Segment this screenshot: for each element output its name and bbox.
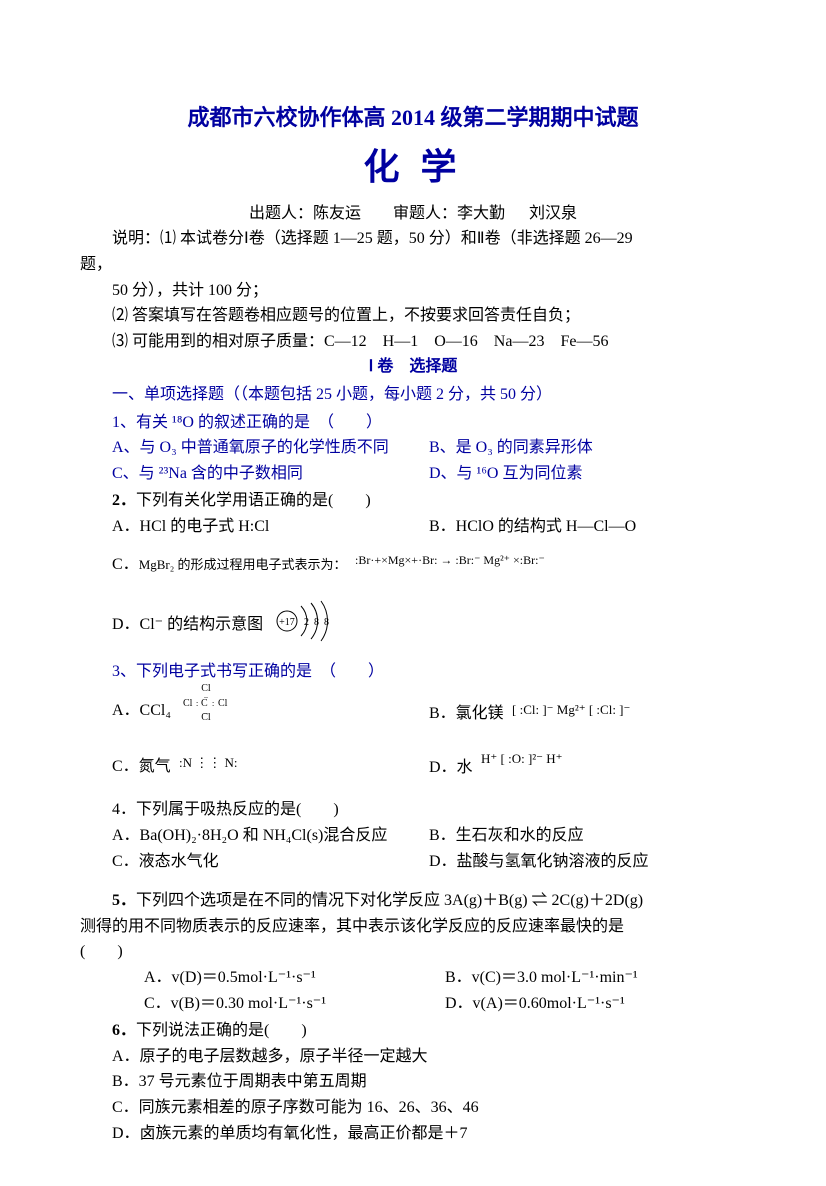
q6-stem: 6．下列说法正确的是( ) bbox=[80, 1018, 746, 1044]
credits-line: 出题人：陈友运 审题人：李大勤 刘汉泉 bbox=[80, 201, 746, 227]
q2-stem: 2．下列有关化学用语正确的是( ) bbox=[80, 488, 746, 514]
q2-opt-c-pre: C． bbox=[112, 555, 139, 572]
part1-head: 一、单项选择题（（本题包括 25 小题，每小题 2 分，共 50 分） bbox=[80, 382, 746, 408]
q1-num: 1、 bbox=[112, 414, 136, 431]
q1-text: 有关 ¹⁸O 的叙述正确的是 （ ） bbox=[136, 414, 382, 431]
svg-text:2: 2 bbox=[304, 617, 309, 628]
reviewer1-name: 李大勤 bbox=[457, 205, 505, 222]
svg-text:[ :Cl: ]⁻ Mg²⁺ [ :Cl: ]⁻: [ :Cl: ]⁻ Mg²⁺ [ :Cl: ]⁻ bbox=[512, 702, 630, 717]
q4-options: A．Ba(OH)₂·8H₂O 和 NH₄Cl(s)混合反应 B．生石灰和水的反应… bbox=[80, 823, 746, 874]
q3-opt-d-label: D．水 bbox=[429, 759, 473, 776]
instruction-2: 50 分），共计 100 分； bbox=[80, 278, 746, 304]
q3-opt-c-label: C．氮气 bbox=[112, 758, 171, 775]
svg-text:Cl: Cl bbox=[218, 698, 228, 709]
q6-opt-c: C．同族元素相差的原子序数可能为 16、26、36、46 bbox=[112, 1095, 746, 1121]
q3-opt-a-formula: Cl Cl C Cl Cl .. : : .. bbox=[178, 682, 240, 731]
instruction-4: ⑶ 可能用到的相对原子质量：C—12 H—1 O—16 Na—23 Fe—56 bbox=[80, 329, 746, 355]
q3-opt-c-formula: :N ⋮⋮ N: bbox=[179, 753, 249, 782]
q2-text: 下列有关化学用语正确的是( ) bbox=[136, 492, 371, 509]
section-head: Ⅰ 卷 选择题 bbox=[80, 354, 746, 380]
q4-text: 下列属于吸热反应的是( ) bbox=[136, 801, 339, 818]
q1-opt-c: C、与 ²³Na 含的中子数相同 bbox=[112, 461, 429, 487]
q4-opt-b: B．生石灰和水的反应 bbox=[429, 823, 746, 849]
svg-text:8: 8 bbox=[324, 617, 329, 628]
q1-opt-b: B、是 O₃ 的同素异形体 bbox=[429, 435, 746, 461]
instruction-3: ⑵ 答案填写在答题卷相应题号的位置上，不按要求回答责任自负； bbox=[80, 303, 746, 329]
q6-opt-d: D．卤族元素的单质均有氧化性，最高正价都是＋7 bbox=[112, 1121, 746, 1147]
author-name: 陈友运 bbox=[313, 205, 361, 222]
q5-opt-b: B．v(C)＝3.0 mol·L⁻¹·min⁻¹ bbox=[445, 965, 746, 991]
q6-num: 6． bbox=[112, 1022, 136, 1039]
q5-stem-line3: ( ) bbox=[80, 939, 746, 965]
q5-text1: 下列四个选项是在不同的情况下对化学反应 3A(g)＋B(g) ⇌ 2C(g)＋2… bbox=[136, 892, 643, 909]
atom-structure-icon: +17 2 8 8 bbox=[271, 600, 341, 642]
instruction-1: 说明：⑴ 本试卷分Ⅰ卷（选择题 1—25 题，50 分）和Ⅱ卷（非选择题 26—… bbox=[80, 226, 746, 252]
mgcl2-icon: [ :Cl: ]⁻ Mg²⁺ [ :Cl: ]⁻ bbox=[512, 698, 682, 722]
q3-options-1: A．CCl₄ Cl Cl C Cl Cl .. : : .. B．氯化镁 bbox=[80, 698, 746, 731]
q4-opt-d: D．盐酸与氢氧化钠溶液的反应 bbox=[429, 849, 746, 875]
svg-text:H⁺ [ :O: ]²⁻ H⁺: H⁺ [ :O: ]²⁻ H⁺ bbox=[481, 751, 563, 766]
q1-stem: 1、有关 ¹⁸O 的叙述正确的是 （ ） bbox=[80, 410, 746, 436]
q2-opt-d: D．Cl⁻ 的结构示意图 +17 2 8 8 bbox=[80, 600, 746, 651]
q6-opt-b: B．37 号元素位于周期表中第五周期 bbox=[112, 1069, 746, 1095]
h2o-icon: H⁺ [ :O: ]²⁻ H⁺ bbox=[481, 747, 611, 769]
q2-opt-c-formula: :Br·+×Mg×+·Br: → :Br:⁻ Mg²⁺ ×:Br:⁻ bbox=[355, 548, 615, 583]
q2-opt-b: B．HClO 的结构式 H—Cl—O bbox=[429, 514, 746, 540]
q5-opt-a: A．v(D)＝0.5mol·L⁻¹·s⁻¹ bbox=[144, 965, 445, 991]
svg-text:Cl: Cl bbox=[183, 698, 193, 709]
q2-opt-d-text: D．Cl⁻ 的结构示意图 bbox=[112, 616, 263, 633]
q5-stem-line2: 测得的用不同物质表示的反应速率，其中表示该化学反应的反应速率最快的是 bbox=[80, 914, 746, 940]
svg-text::Br·+×Mg×+·Br: → :Br:⁻ Mg²⁺ ×:: :Br·+×Mg×+·Br: → :Br:⁻ Mg²⁺ ×:Br:⁻ bbox=[355, 553, 545, 567]
q5-opt-c: C．v(B)＝0.30 mol·L⁻¹·s⁻¹ bbox=[144, 991, 445, 1017]
q4-opt-a: A．Ba(OH)₂·8H₂O 和 NH₄Cl(s)混合反应 bbox=[112, 823, 429, 849]
q1-opt-a: A、与 O₃ 中普通氧原子的化学性质不同 bbox=[112, 435, 429, 461]
q1-opt-d: D、与 ¹⁶O 互为同位素 bbox=[429, 461, 746, 487]
q2-num: 2． bbox=[112, 492, 136, 509]
q3-opt-b: B．氯化镁 [ :Cl: ]⁻ Mg²⁺ [ :Cl: ]⁻ bbox=[429, 698, 746, 731]
q3-opt-c: C．氮气 :N ⋮⋮ N: bbox=[112, 753, 429, 784]
q3-opt-b-label: B．氯化镁 bbox=[429, 705, 504, 722]
instruction-1b: 题， bbox=[80, 252, 746, 278]
q3-stem: 3、下列电子式书写正确的是 （ ） bbox=[80, 659, 746, 685]
q5-options: A．v(D)＝0.5mol·L⁻¹·s⁻¹ B．v(C)＝3.0 mol·L⁻¹… bbox=[80, 965, 746, 1016]
q4-opt-c: C．液态水气化 bbox=[112, 849, 429, 875]
q2-opt-c-text: MgBr₂ 的形成过程用电子式表示为： bbox=[139, 556, 347, 571]
q2-opt-d-diagram: +17 2 8 8 bbox=[271, 600, 341, 651]
svg-text::: : bbox=[196, 699, 198, 708]
q6-opt-a: A．原子的电子层数越多，原子半径一定越大 bbox=[112, 1044, 746, 1070]
reviewer2-name: 刘汉泉 bbox=[529, 205, 577, 222]
q2-opt-c: C．MgBr₂ 的形成过程用电子式表示为： :Br·+×Mg×+·Br: → :… bbox=[80, 548, 746, 583]
q3-num: 3、 bbox=[112, 663, 136, 680]
author-label: 出题人： bbox=[249, 205, 313, 222]
q5-num: 5． bbox=[112, 892, 136, 909]
svg-text:..: .. bbox=[204, 707, 208, 716]
q3-opt-a-label: A．CCl₄ bbox=[112, 702, 171, 719]
q4-num: 4． bbox=[112, 801, 136, 818]
ccl4-icon: Cl Cl C Cl Cl .. : : .. bbox=[178, 682, 240, 722]
svg-text:8: 8 bbox=[314, 617, 319, 628]
q2-options-1: A．HCl 的电子式 H:Cl B．HClO 的结构式 H—Cl—O bbox=[80, 514, 746, 540]
q5-stem-line1: 5．下列四个选项是在不同的情况下对化学反应 3A(g)＋B(g) ⇌ 2C(g)… bbox=[80, 888, 746, 914]
electron-formula-icon: :Br·+×Mg×+·Br: → :Br:⁻ Mg²⁺ ×:Br:⁻ bbox=[355, 548, 615, 574]
q1-options: A、与 O₃ 中普通氧原子的化学性质不同 B、是 O₃ 的同素异形体 C、与 ²… bbox=[80, 435, 746, 486]
svg-text:..: .. bbox=[204, 691, 208, 700]
q5-opt-d: D．v(A)＝0.60mol·L⁻¹·s⁻¹ bbox=[445, 991, 746, 1017]
q3-options-2: C．氮气 :N ⋮⋮ N: D．水 H⁺ [ :O: ]²⁻ H⁺ bbox=[80, 753, 746, 784]
n2-icon: :N ⋮⋮ N: bbox=[179, 753, 249, 773]
q2-opt-a: A．HCl 的电子式 H:Cl bbox=[112, 514, 429, 540]
q4-stem: 4．下列属于吸热反应的是( ) bbox=[80, 797, 746, 823]
q6-text: 下列说法正确的是( ) bbox=[136, 1022, 307, 1039]
svg-text::: : bbox=[212, 699, 214, 708]
q3-opt-b-formula: [ :Cl: ]⁻ Mg²⁺ [ :Cl: ]⁻ bbox=[512, 698, 682, 731]
q3-opt-d-formula: H⁺ [ :O: ]²⁻ H⁺ bbox=[481, 747, 611, 778]
svg-text:+17: +17 bbox=[279, 617, 295, 628]
q6-options: A．原子的电子层数越多，原子半径一定越大 B．37 号元素位于周期表中第五周期 … bbox=[80, 1044, 746, 1146]
svg-text::N ⋮⋮ N:: :N ⋮⋮ N: bbox=[179, 755, 238, 770]
page-title: 成都市六校协作体高 2014 级第二学期期中试题 bbox=[80, 100, 746, 135]
q3-opt-d: D．水 H⁺ [ :O: ]²⁻ H⁺ bbox=[429, 753, 746, 784]
reviewer-label: 审题人： bbox=[393, 205, 457, 222]
q3-opt-a: A．CCl₄ Cl Cl C Cl Cl .. : : .. bbox=[112, 698, 429, 731]
subject-title: 化 学 bbox=[80, 139, 746, 197]
q3-text: 下列电子式书写正确的是 （ ） bbox=[136, 663, 384, 680]
